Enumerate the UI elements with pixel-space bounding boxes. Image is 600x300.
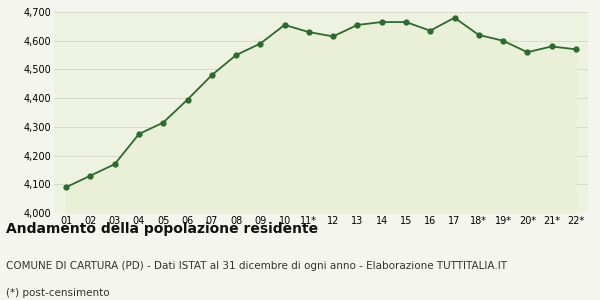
Text: Andamento della popolazione residente: Andamento della popolazione residente [6,222,318,236]
Text: (*) post-censimento: (*) post-censimento [6,288,110,298]
Text: COMUNE DI CARTURA (PD) - Dati ISTAT al 31 dicembre di ogni anno - Elaborazione T: COMUNE DI CARTURA (PD) - Dati ISTAT al 3… [6,261,507,271]
